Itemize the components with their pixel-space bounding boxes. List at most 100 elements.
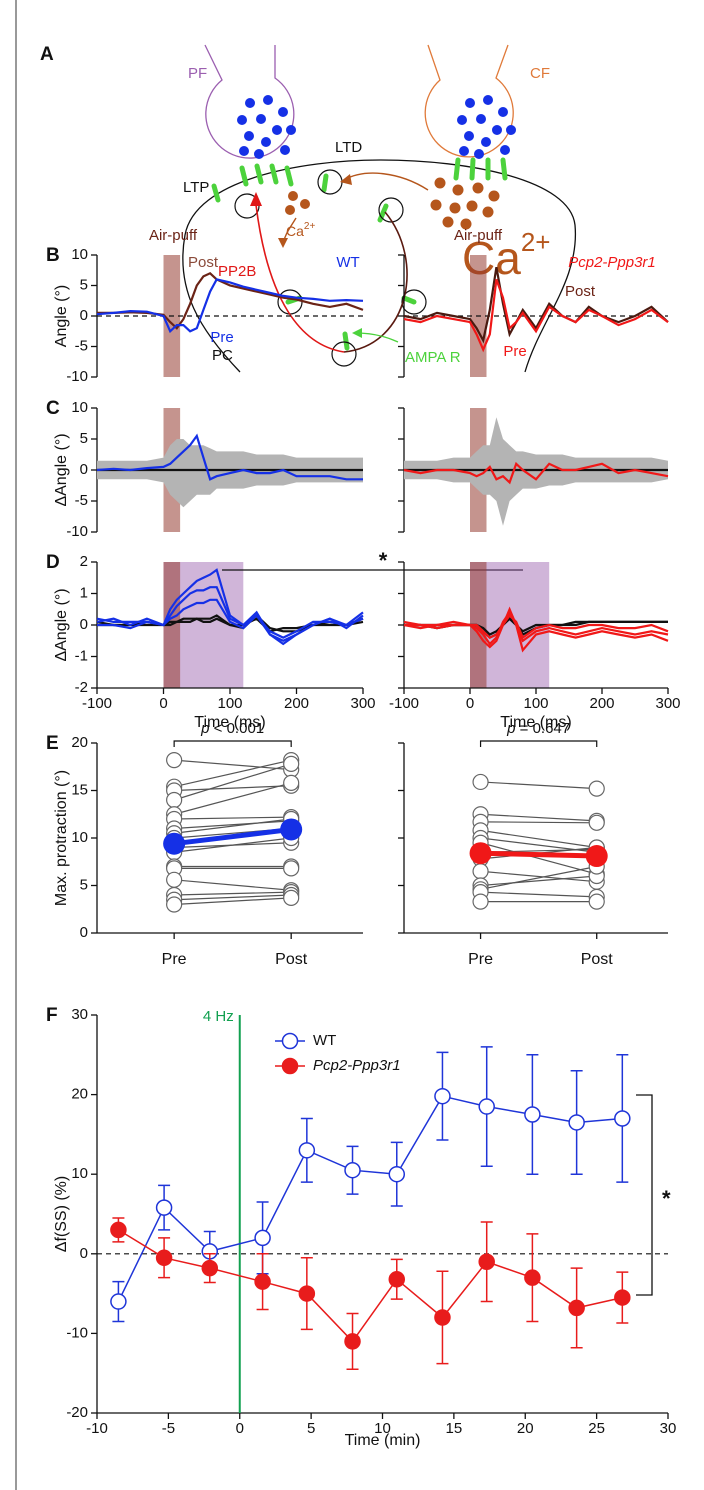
point [110,1221,127,1239]
y-tick-label: 10 [71,399,88,416]
ca-sup: 2+ [521,227,551,257]
stat-bracket [173,740,292,747]
trace [97,598,364,646]
label-pc: PC [212,347,233,364]
y-tick-label: 5 [80,430,88,447]
annotation: Pre [210,329,233,346]
pair-line [480,842,597,875]
chart [398,407,669,533]
pair-line [480,829,597,849]
point [298,1142,316,1159]
x-tick-label: 0 [159,695,167,712]
x-tick-label: 300 [350,695,375,712]
arrowhead [278,238,288,248]
y-tick-label: -10 [66,1324,88,1341]
pf-terminal [204,44,295,159]
y-tick-label: 0 [80,1245,88,1262]
label-ltd: LTD [335,139,362,156]
synapse-circles [234,169,427,367]
y-tick-label: 1 [80,584,88,601]
pair-line [480,875,597,887]
purkinje-cell [182,159,577,373]
pair-line [480,813,597,822]
subject-point [472,893,489,910]
mean-line [173,826,292,847]
point [254,1273,271,1290]
point [524,1106,541,1123]
chart: -2 -1 0 1 2 ΔAngle (°) D -100 0 100 200 300 Time (ms… [46,548,523,731]
panel-label: D [46,552,60,573]
mean-line [480,850,597,859]
stat-symbol: p [200,720,209,737]
y-tick-label: -10 [66,368,88,385]
x-tick-label: 5 [307,1420,315,1437]
y-tick-label: 10 [71,829,88,846]
subject-point [283,889,300,906]
error-band [404,417,668,526]
ampa-receptors [211,157,508,351]
subject-point [472,773,489,791]
y-axis-label: Δf(SS) (%) [53,1176,70,1252]
annotation: Pre [503,343,526,360]
pair-line [174,897,292,906]
x-tick-label: 200 [284,695,309,712]
chart: 0 5 10 15 20 Max. protraction (°) E Pre Post p < … [46,720,363,968]
point [524,1269,541,1286]
stat-symbol: p [506,720,515,737]
subject-point [166,896,183,913]
trace [403,461,669,485]
mean-point [163,832,186,855]
x-tick-label: Pre [468,951,493,968]
stat-text: < 0.001 [210,720,265,737]
cf-terminal [424,44,514,158]
subject-point [166,791,183,809]
x-tick-label: -5 [162,1420,175,1437]
ca-sup: 2+ [304,221,316,232]
x-tick-label: 200 [589,695,614,712]
pair-line [174,820,292,830]
pair-line [480,865,597,890]
pair-line [480,821,597,824]
subject-point [283,755,300,773]
x-tick-label: Post [581,951,614,968]
point [110,1293,127,1310]
annotation: Air-puff [454,227,503,244]
point [568,1114,585,1131]
y-tick-label: 5 [80,276,88,293]
y-tick-label: 0 [80,924,88,941]
point [298,1285,316,1302]
point [614,1110,631,1127]
point [478,1253,495,1271]
arrowhead [250,192,262,206]
y-tick-label: 20 [71,734,88,751]
label-ca-large: Ca2+ [462,227,550,284]
mean-point [469,842,492,865]
stat-label: p < 0.001 [200,720,264,737]
y-tick-label: -10 [66,523,88,540]
x-tick-label: Pre [162,951,187,968]
point [155,1249,173,1267]
trace [403,279,669,353]
y-tick-label: -5 [75,337,88,354]
point [344,1161,361,1179]
annotation: Post [188,254,219,271]
pair-line [174,879,292,891]
x-tick-label: 0 [466,695,474,712]
y-tick-label: 5 [80,876,88,893]
pair-line [174,816,292,820]
label-pf: PF [188,65,207,82]
chart: -10 -5 0 5 10 Angle (°) B Air-puff Post Pre WT [46,227,364,385]
pair-line [480,781,597,790]
subject-point [166,871,183,888]
trace [96,433,363,481]
calcium [285,177,500,230]
trace [96,278,364,334]
arrowhead [352,328,362,338]
y-tick-label: 15 [71,781,88,798]
pair-line [480,891,597,898]
x-tick-label: 20 [517,1420,534,1437]
y-axis-label: ΔAngle (°) [53,588,70,661]
x-axis-label: Time (min) [345,1432,421,1449]
